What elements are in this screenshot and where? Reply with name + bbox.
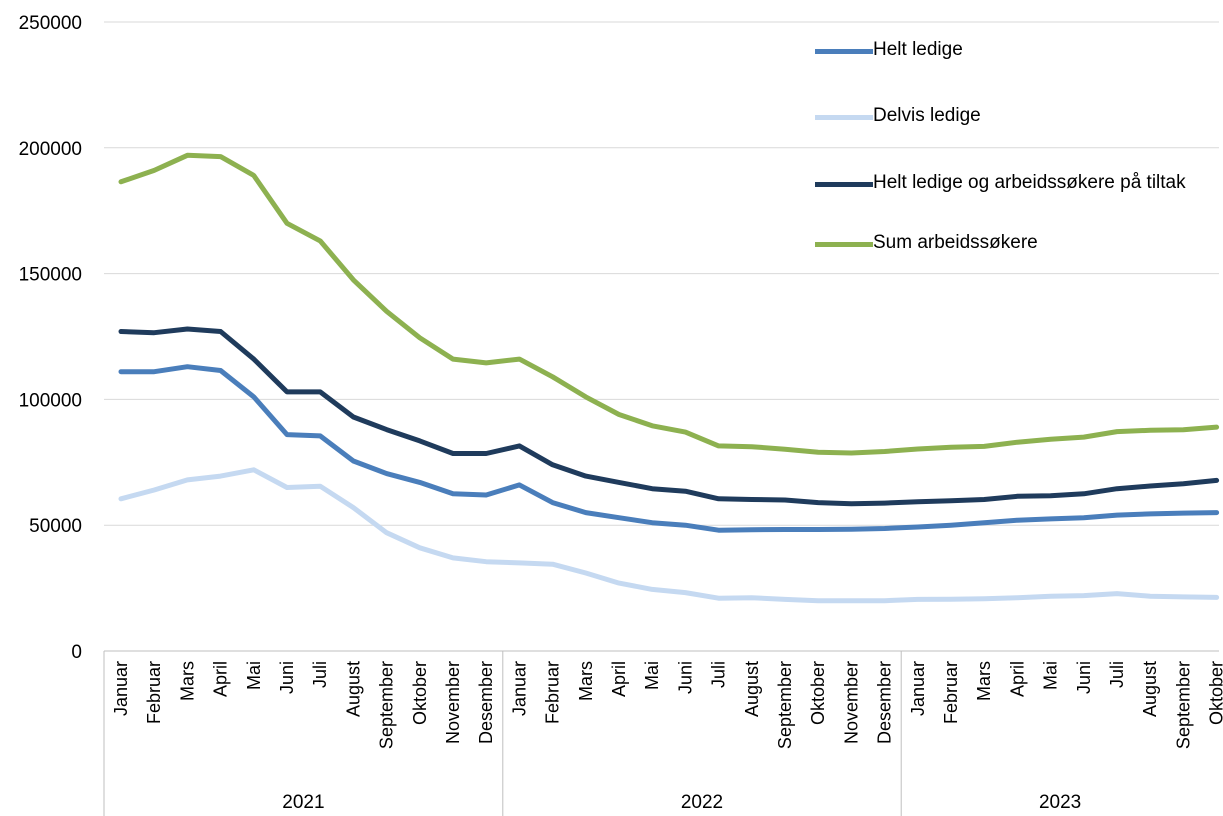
legend-swatch [815, 115, 873, 120]
x-tick-label: Mai [244, 661, 264, 690]
x-tick-label: Mars [974, 661, 994, 701]
legend-label: Helt ledige [873, 39, 963, 60]
legend-item-sum-arbeidssokere[interactable]: Sum arbeidssøkere [815, 231, 1038, 255]
y-tick-label: 200000 [19, 139, 82, 160]
x-tick-label: Februar [144, 661, 164, 724]
y-tick-label: 0 [71, 642, 82, 663]
x-tick-label: August [343, 661, 363, 717]
x-tick-label: Desember [875, 661, 895, 744]
x-tick-label: September [1173, 661, 1193, 749]
x-tick-label: Oktober [1207, 661, 1223, 725]
x-tick-label: Oktober [808, 661, 828, 725]
x-tick-label: August [742, 661, 762, 717]
x-tick-label: Oktober [410, 661, 430, 725]
x-tick-label: September [775, 661, 795, 749]
legend-label: Delvis ledige [873, 105, 981, 126]
legend-item-delvis-ledige[interactable]: Delvis ledige [815, 104, 981, 128]
legend-label: Sum arbeidssøkere [873, 232, 1038, 253]
x-tick-label: Januar [509, 661, 529, 716]
legend-swatch [815, 182, 873, 187]
x-tick-label: Februar [543, 661, 563, 724]
x-tick-label: Januar [908, 661, 928, 716]
series-line [118, 364, 1220, 533]
legend-item-helt-ledige-og-tiltak[interactable]: Helt ledige og arbeidssøkere på tiltak [815, 171, 1193, 195]
series-line [118, 152, 1220, 456]
x-tick-label: Juli [1107, 661, 1127, 688]
series-line [118, 326, 1220, 507]
x-tick-label: Mai [642, 661, 662, 690]
x-tick-label: September [377, 661, 397, 749]
year-label: 2022 [681, 792, 723, 813]
x-tick-label: Juli [709, 661, 729, 688]
x-tick-label: April [1007, 661, 1027, 697]
x-tick-label: November [841, 661, 861, 744]
x-tick-label: Juni [277, 661, 297, 694]
x-tick-label: Februar [941, 661, 961, 724]
legend-item-helt-ledige[interactable]: Helt ledige [815, 38, 963, 62]
series-line [118, 467, 1220, 604]
x-tick-label: April [211, 661, 231, 697]
x-tick-label: Januar [111, 661, 131, 716]
y-tick-label: 250000 [19, 13, 82, 34]
legend-swatch [815, 242, 873, 247]
x-tick-label: April [609, 661, 629, 697]
x-tick-label: November [443, 661, 463, 744]
x-tick-label: Juli [310, 661, 330, 688]
x-tick-label: August [1140, 661, 1160, 717]
legend-swatch [815, 49, 873, 54]
year-label: 2023 [1039, 792, 1081, 813]
x-tick-label: Desember [476, 661, 496, 744]
legend-label: Helt ledige og arbeidssøkere på tiltak [873, 172, 1186, 193]
x-tick-label: Juni [1074, 661, 1094, 694]
x-tick-label: Mars [177, 661, 197, 701]
x-tick-label: Mars [576, 661, 596, 701]
x-tick-label: Mai [1041, 661, 1061, 690]
y-tick-label: 150000 [19, 265, 82, 286]
x-tick-label: Juni [675, 661, 695, 694]
y-tick-label: 50000 [29, 516, 82, 537]
year-label: 2021 [282, 792, 324, 813]
y-tick-label: 100000 [19, 390, 82, 411]
